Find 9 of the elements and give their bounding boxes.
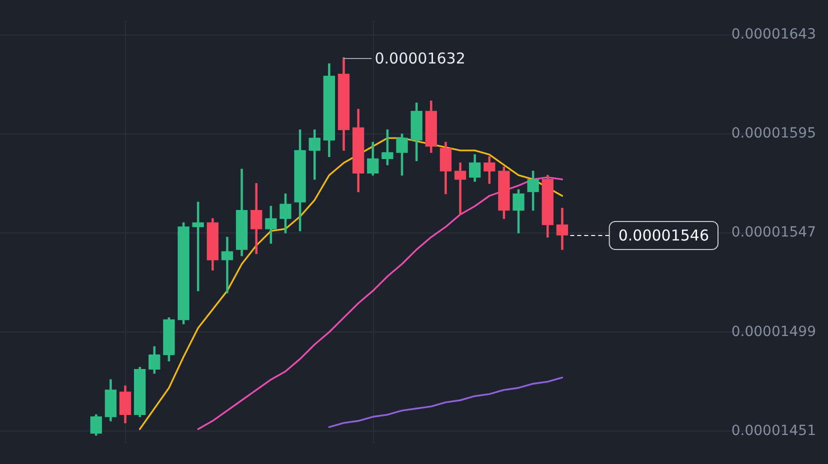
y-tick-label: 0.00001451 bbox=[731, 422, 816, 439]
candlestick bbox=[454, 162, 466, 215]
y-tick-label: 0.00001499 bbox=[731, 324, 816, 340]
candlestick bbox=[221, 236, 234, 294]
annotation: 0.00001632 bbox=[374, 49, 466, 68]
y-tick-label: 0.00001643 bbox=[731, 26, 816, 42]
ref-line-label: 0.00001546 bbox=[618, 226, 710, 244]
y-tick-label: 0.00001595 bbox=[731, 126, 816, 142]
y-tick-label: 0.00001547 bbox=[731, 224, 816, 241]
